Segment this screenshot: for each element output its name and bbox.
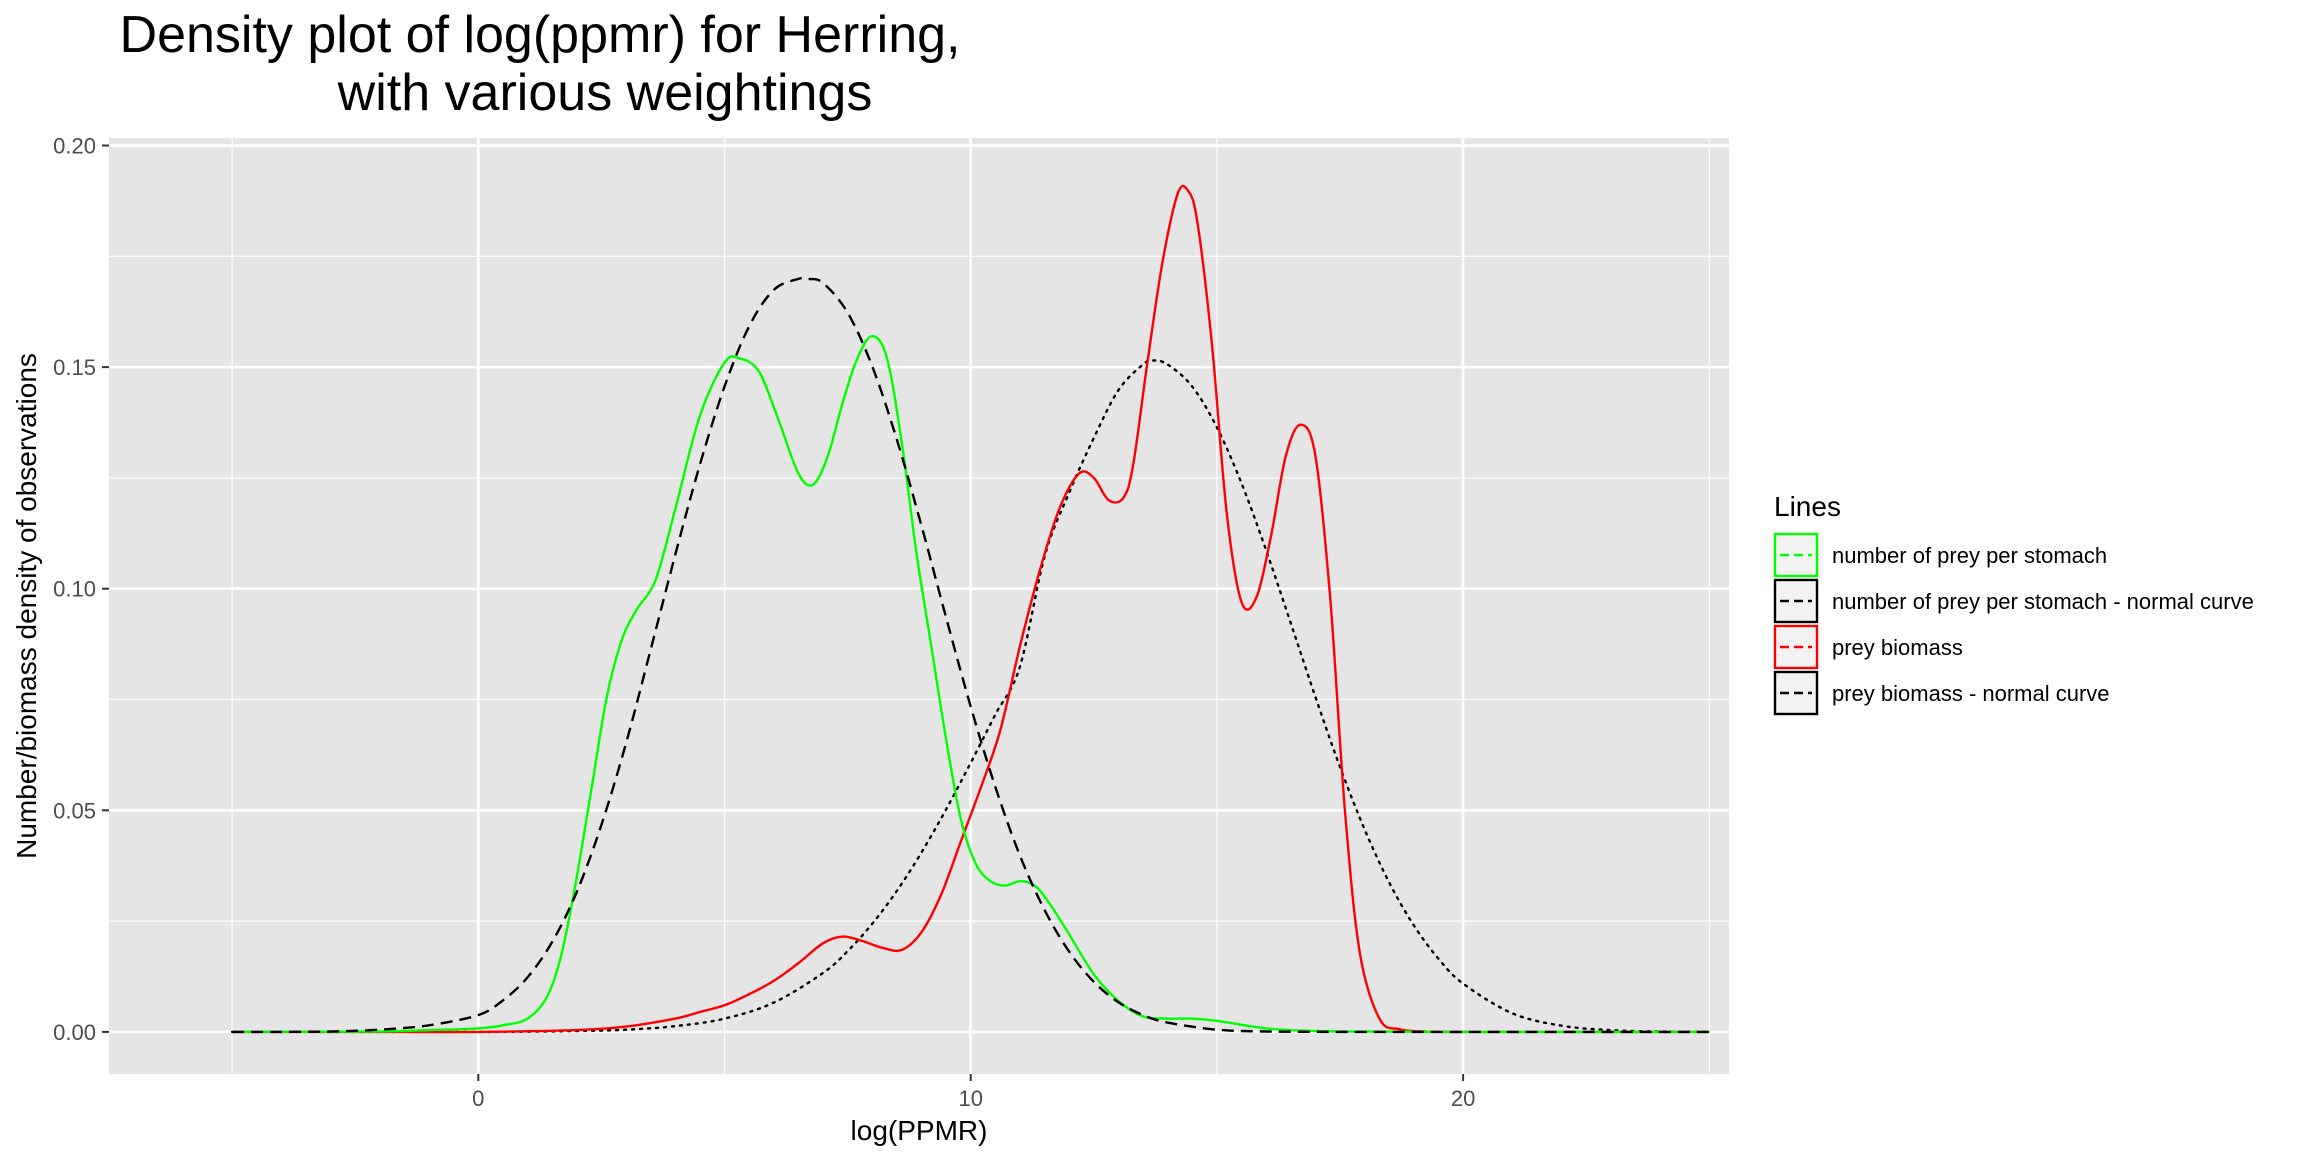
y-tick-label: 0.20 [53,134,96,159]
x-tick-label: 20 [1451,1086,1475,1111]
chart-title-line-2: with various weightings [337,64,873,122]
y-tick-label: 0.15 [53,355,96,380]
legend-label: number of prey per stomach - normal curv… [1832,589,2254,614]
plot-panel [109,138,1729,1074]
legend-label: number of prey per stomach [1832,543,2107,568]
x-axis-title: log(PPMR) [851,1115,988,1146]
series-line-4 [230,359,1711,1034]
series-line-3 [232,184,1710,1034]
legend-title: Lines [1774,491,1841,522]
axis-ticks: 0 10 20 0.00 0.05 0.10 0.15 0.20 [53,134,1475,1111]
x-tick-label: 0 [472,1086,484,1111]
y-tick-label: 0.10 [53,577,96,602]
y-tick-label: 0.05 [53,798,96,823]
series-line-2 [232,276,1710,1034]
legend-label: prey biomass [1832,635,1963,660]
series-layer [230,184,1711,1034]
y-axis-title: Number/biomass density of observations [11,353,42,859]
legend: Lines number of prey per stomach number o… [1773,491,2254,716]
y-tick-label: 0.00 [53,1020,96,1045]
grid-minor [109,138,1729,1074]
chart-title-line-1: Density plot of log(ppmr) for Herring, [120,6,961,64]
x-tick-label: 10 [958,1086,982,1111]
legend-label: prey biomass - normal curve [1832,681,2110,706]
